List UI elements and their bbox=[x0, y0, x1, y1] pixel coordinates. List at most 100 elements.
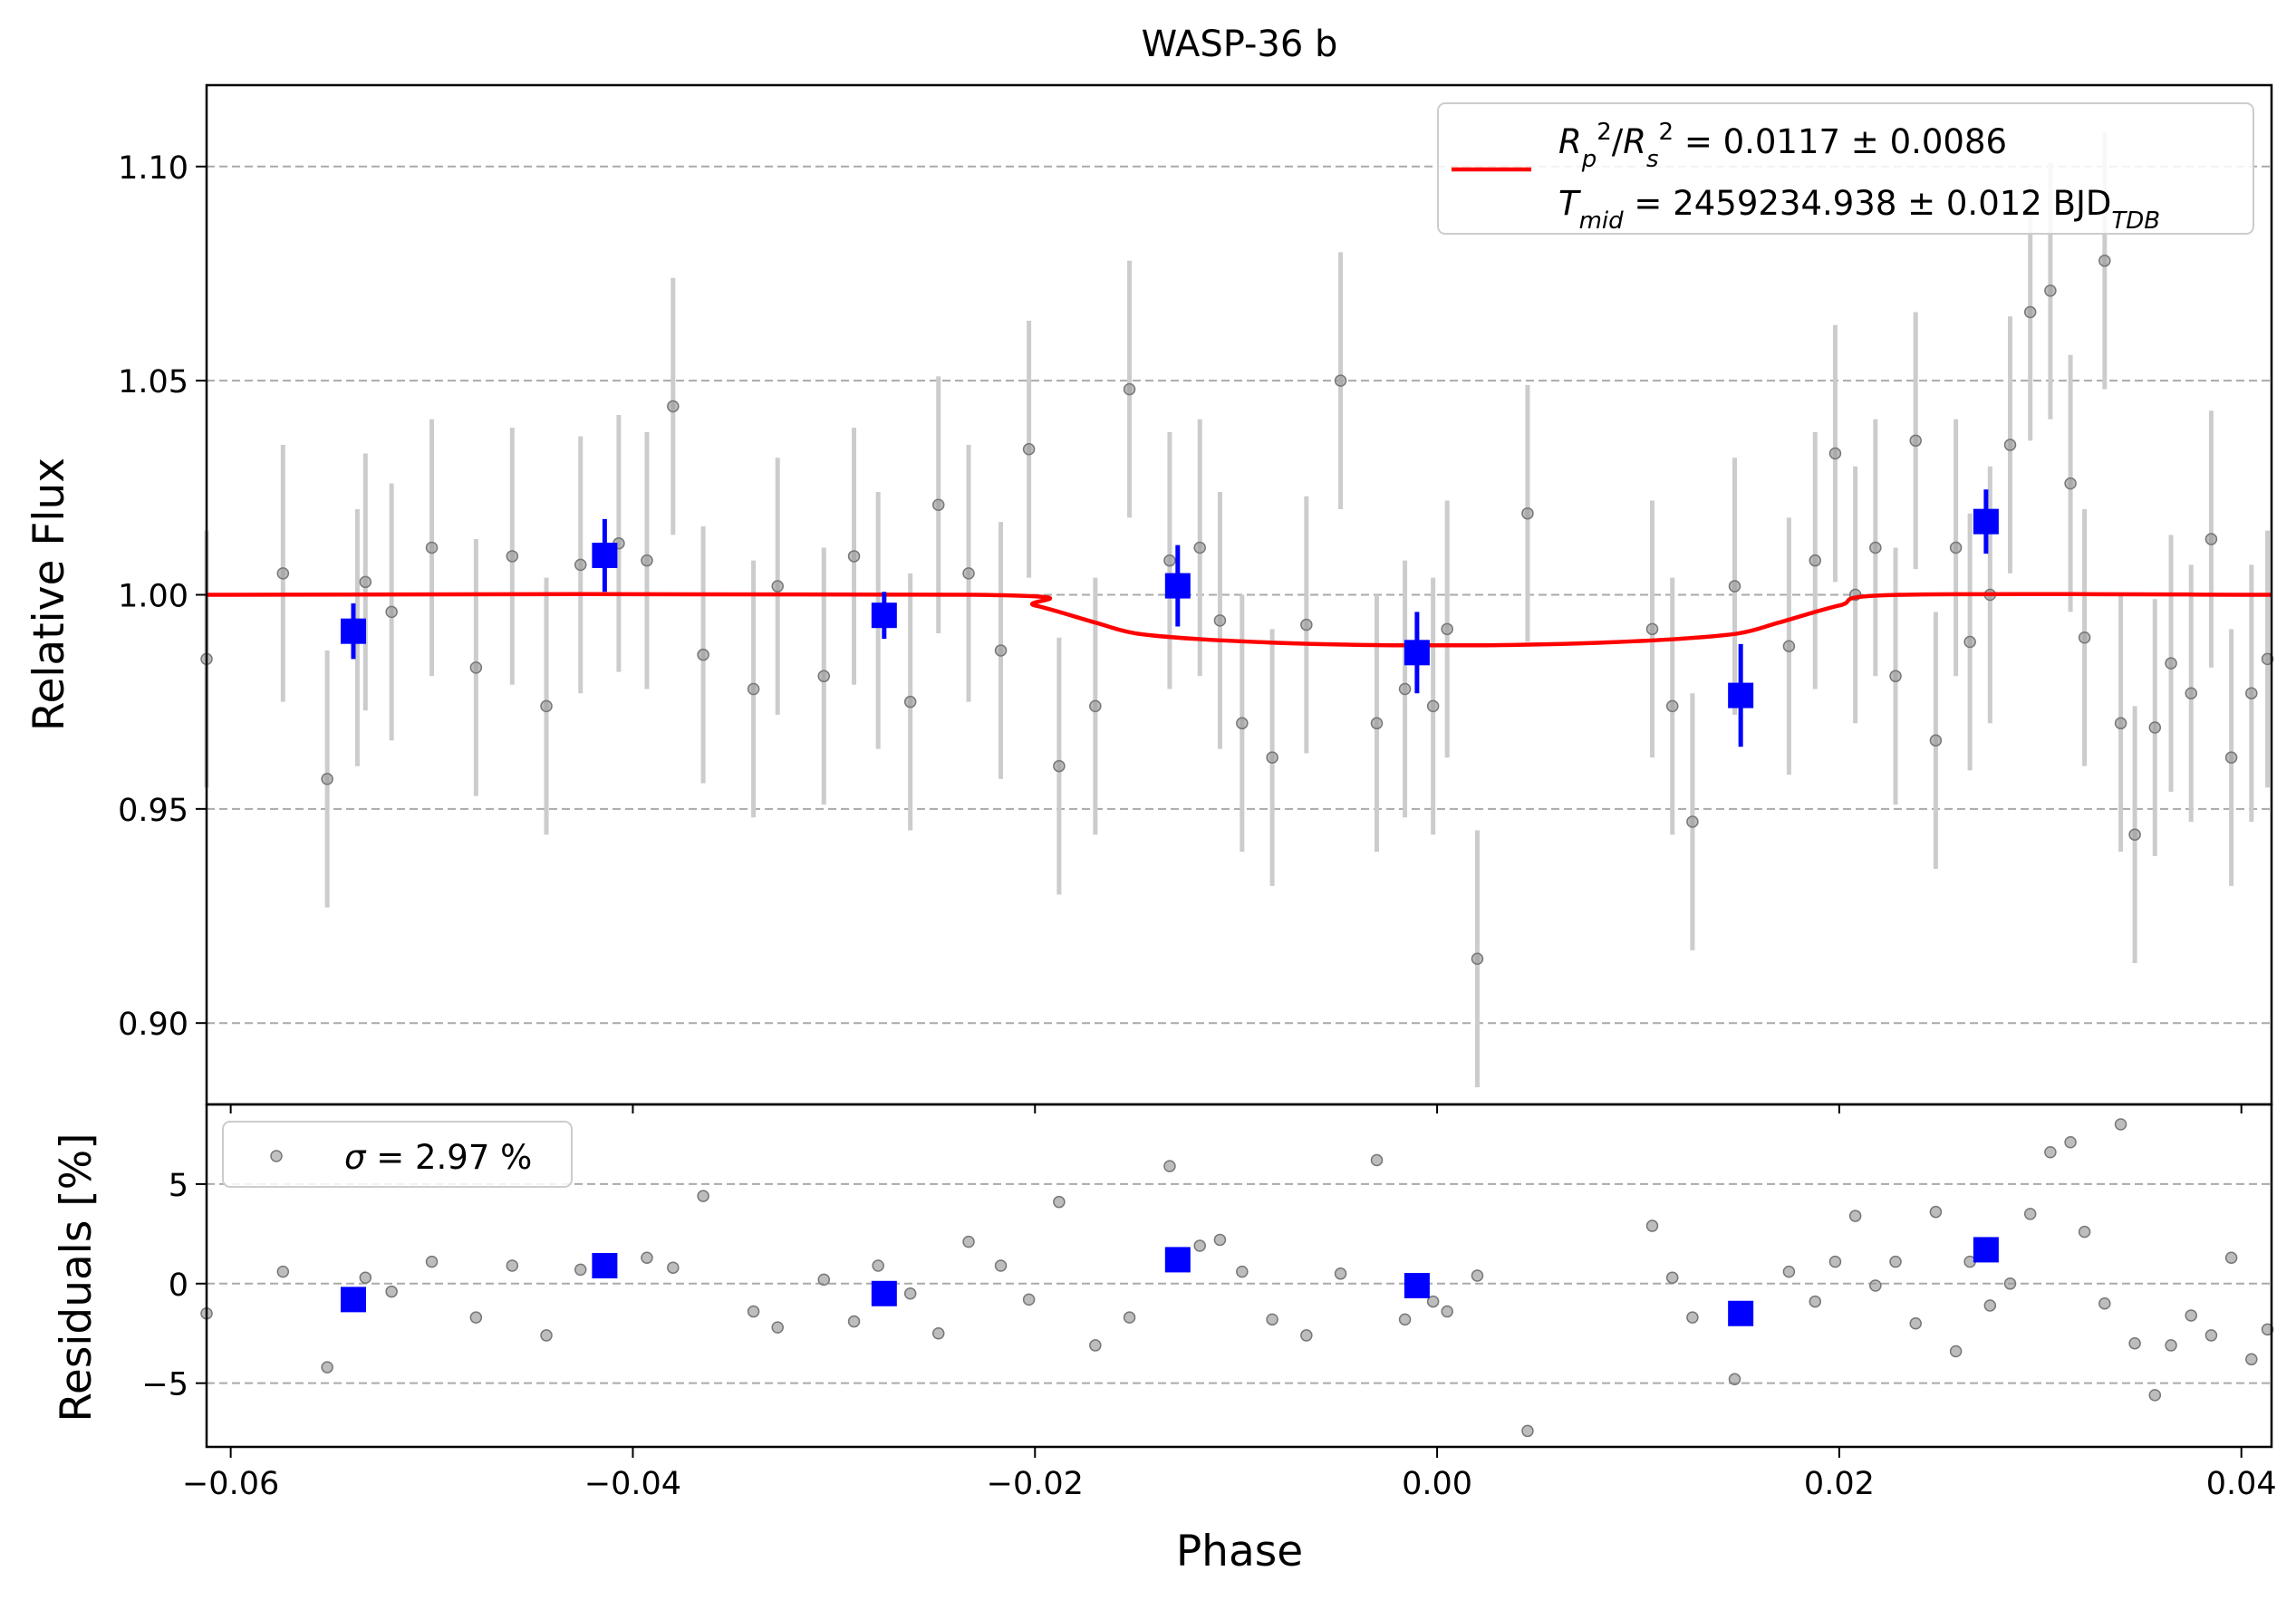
data-point bbox=[641, 554, 653, 567]
residual-point bbox=[506, 1259, 519, 1272]
residual-point bbox=[1089, 1339, 1102, 1352]
x-tick-label: −0.06 bbox=[182, 1466, 279, 1502]
residual-binned-point bbox=[1404, 1272, 1430, 1298]
residual-point bbox=[1426, 1295, 1440, 1308]
residual-binned-point bbox=[340, 1287, 366, 1313]
data-point bbox=[697, 648, 709, 661]
data-point bbox=[574, 558, 587, 572]
data-point bbox=[2148, 721, 2162, 734]
data-point bbox=[1521, 506, 1534, 520]
residual-point bbox=[1889, 1255, 1902, 1268]
residual-point bbox=[1022, 1293, 1036, 1306]
residual-point bbox=[1665, 1271, 1679, 1284]
residual-point bbox=[385, 1285, 398, 1298]
chart-title: WASP-36 b bbox=[1142, 24, 1338, 65]
binned-point bbox=[1404, 640, 1430, 666]
data-point bbox=[2023, 305, 2037, 319]
residual-point bbox=[1782, 1265, 1796, 1278]
residual-point bbox=[1370, 1153, 1384, 1167]
residuals-legend-box bbox=[222, 1121, 573, 1188]
residuals-ticks: −5 0 5 −0.06 −0.04 −0.02 0.00 0.02 0.04 bbox=[141, 1168, 2276, 1502]
data-point bbox=[1828, 447, 1842, 460]
legend-depth-label: Rp2/Rs2 = 0.0117 ± 0.0086 bbox=[1558, 119, 2007, 173]
data-point bbox=[2261, 652, 2274, 666]
data-point bbox=[931, 498, 945, 511]
main-binned-points bbox=[340, 489, 1999, 747]
residual-point bbox=[2185, 1309, 2197, 1322]
data-point bbox=[962, 567, 975, 580]
data-point bbox=[2204, 533, 2218, 545]
data-point bbox=[276, 567, 290, 580]
data-point bbox=[1889, 670, 1902, 683]
residual-point bbox=[2003, 1277, 2017, 1290]
main-y-tick-label: 0.95 bbox=[118, 793, 188, 829]
residual-point bbox=[2023, 1208, 2037, 1220]
data-point bbox=[1266, 751, 1278, 764]
residual-point bbox=[903, 1287, 917, 1300]
residual-point bbox=[2098, 1297, 2111, 1310]
residual-point bbox=[574, 1263, 587, 1277]
residual-point bbox=[1441, 1305, 1453, 1318]
data-point bbox=[1949, 541, 1963, 554]
main-ticks: 0.90 0.95 1.00 1.05 1.10 bbox=[118, 150, 2243, 1113]
residual-point bbox=[771, 1321, 784, 1334]
residual-point bbox=[2165, 1339, 2177, 1352]
residual-binned-point bbox=[1728, 1300, 1754, 1326]
residual-point bbox=[1213, 1233, 1227, 1247]
data-point bbox=[1471, 952, 1484, 966]
data-point bbox=[1398, 682, 1412, 696]
data-point bbox=[1193, 541, 1206, 554]
data-point bbox=[2098, 255, 2111, 267]
x-tick-label: 0.04 bbox=[2206, 1466, 2277, 1502]
residual-point bbox=[1929, 1205, 1943, 1219]
residual-point bbox=[2224, 1251, 2238, 1264]
residual-point bbox=[1266, 1313, 1278, 1326]
residual-point bbox=[1809, 1295, 1822, 1308]
residual-point bbox=[2204, 1329, 2218, 1342]
data-point bbox=[1163, 554, 1176, 567]
residual-point bbox=[1334, 1267, 1347, 1280]
residual-point bbox=[2078, 1225, 2091, 1239]
residual-point bbox=[1193, 1239, 1206, 1252]
data-point bbox=[2128, 828, 2141, 841]
residual-point bbox=[667, 1261, 680, 1274]
residual-point bbox=[1728, 1373, 1741, 1386]
residual-point bbox=[1909, 1316, 1922, 1330]
residual-point bbox=[1686, 1311, 1699, 1324]
residuals-legend-label: σ = 2.97 % bbox=[344, 1138, 532, 1177]
data-point bbox=[1053, 759, 1066, 773]
data-point bbox=[1334, 374, 1347, 387]
main-y-tick-label: 0.90 bbox=[118, 1007, 188, 1043]
data-point bbox=[1665, 699, 1679, 713]
residual-point bbox=[872, 1259, 884, 1272]
residual-point bbox=[1300, 1329, 1313, 1342]
data-point bbox=[1213, 614, 1227, 627]
residual-binned-point bbox=[592, 1253, 618, 1279]
data-point bbox=[2224, 751, 2238, 764]
data-point bbox=[1809, 554, 1822, 567]
data-point bbox=[1089, 699, 1102, 713]
main-model-curve bbox=[206, 592, 2272, 648]
residual-point bbox=[641, 1251, 653, 1264]
residual-point bbox=[1949, 1345, 1963, 1358]
data-point bbox=[321, 773, 333, 786]
residual-point bbox=[962, 1235, 975, 1248]
data-point bbox=[2003, 439, 2017, 451]
data-point bbox=[2114, 717, 2127, 730]
data-point bbox=[469, 661, 483, 674]
residual-point bbox=[1645, 1219, 1659, 1232]
residual-binned-point bbox=[1164, 1247, 1191, 1273]
x-tick-label: 0.02 bbox=[1804, 1466, 1875, 1502]
data-point bbox=[1236, 717, 1249, 730]
data-point bbox=[506, 550, 519, 563]
residual-point bbox=[2245, 1353, 2258, 1366]
data-point bbox=[994, 644, 1008, 657]
data-point bbox=[359, 575, 372, 589]
x-tick-label: −0.02 bbox=[987, 1466, 1084, 1502]
residual-point bbox=[994, 1259, 1008, 1272]
residuals-y-tick-label: 5 bbox=[169, 1168, 188, 1204]
data-point bbox=[903, 695, 917, 708]
residual-point bbox=[697, 1190, 709, 1202]
residuals-binned-points bbox=[340, 1237, 1999, 1326]
